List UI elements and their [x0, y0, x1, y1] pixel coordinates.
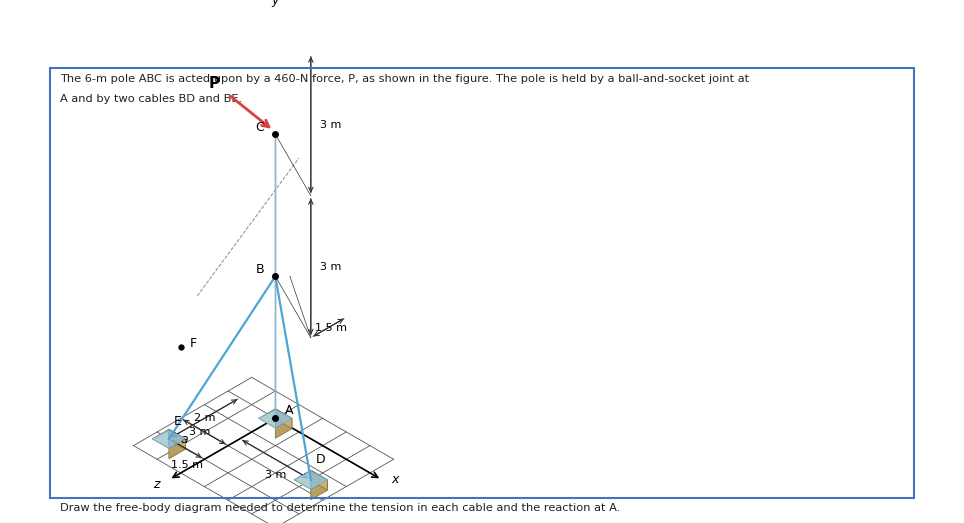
Text: B: B: [255, 263, 264, 276]
Text: 2 m: 2 m: [194, 413, 215, 423]
Polygon shape: [310, 480, 328, 500]
Text: C: C: [255, 121, 264, 134]
Polygon shape: [310, 471, 328, 490]
Polygon shape: [276, 410, 292, 428]
Text: a: a: [180, 434, 188, 446]
Polygon shape: [276, 409, 292, 429]
Polygon shape: [169, 430, 185, 448]
Polygon shape: [152, 429, 185, 448]
Polygon shape: [258, 409, 292, 428]
Text: The 6-m pole ABC is acted upon by a 460-N force, P, as shown in the figure. The : The 6-m pole ABC is acted upon by a 460-…: [60, 74, 749, 84]
Text: 3 m: 3 m: [320, 120, 341, 130]
Text: A: A: [284, 404, 293, 417]
Text: P: P: [209, 76, 220, 91]
Text: x: x: [390, 473, 398, 486]
Polygon shape: [258, 410, 276, 428]
Text: 1.5 m: 1.5 m: [171, 460, 202, 470]
Polygon shape: [169, 439, 185, 459]
Text: 1.5 m: 1.5 m: [315, 323, 347, 333]
Polygon shape: [294, 471, 310, 490]
Polygon shape: [276, 418, 292, 438]
Text: A and by two cables BD and BE.: A and by two cables BD and BE.: [60, 94, 242, 104]
Text: E: E: [174, 415, 181, 428]
Polygon shape: [169, 429, 185, 449]
Polygon shape: [310, 470, 328, 490]
Text: F: F: [190, 337, 197, 350]
Text: 3 m: 3 m: [265, 470, 286, 480]
Text: 3 m: 3 m: [189, 427, 210, 437]
Polygon shape: [152, 430, 169, 448]
Polygon shape: [294, 470, 328, 490]
Text: y: y: [272, 0, 279, 7]
Text: 3 m: 3 m: [320, 262, 341, 272]
Text: z: z: [153, 478, 160, 491]
Text: D: D: [315, 453, 325, 467]
Text: Draw the free-body diagram needed to determine the tension in each cable and the: Draw the free-body diagram needed to det…: [60, 503, 620, 513]
